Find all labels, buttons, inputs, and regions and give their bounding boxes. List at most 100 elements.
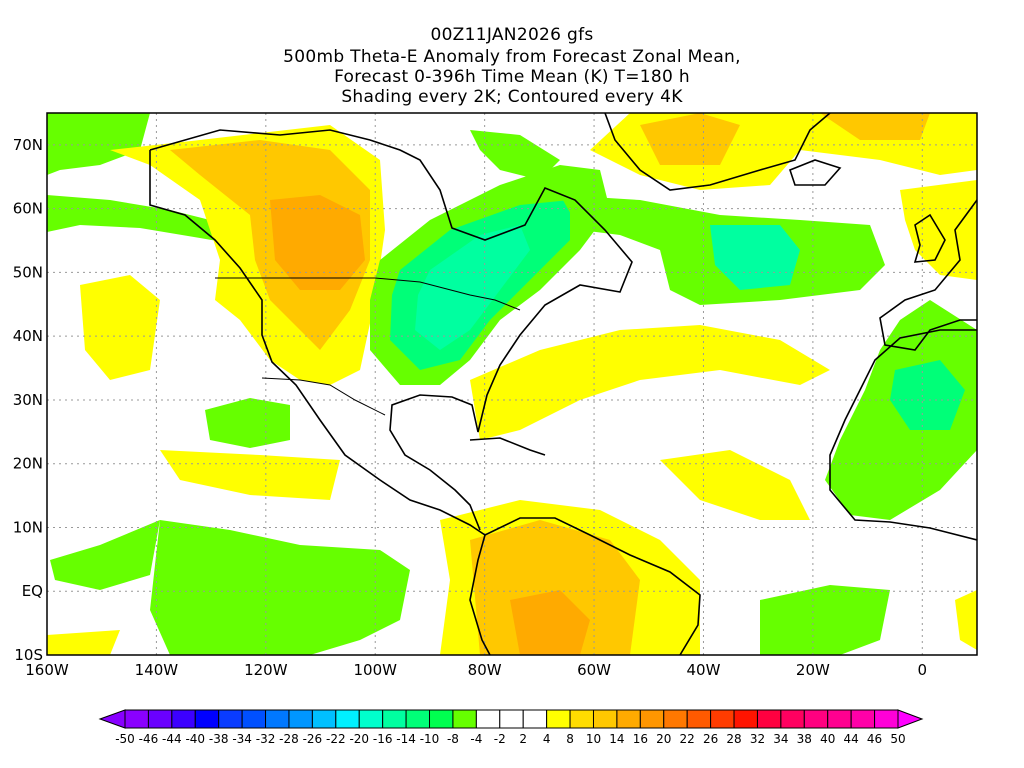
colorbar-box	[663, 709, 688, 729]
colorbar-box	[335, 709, 360, 729]
coastlines	[149, 113, 977, 655]
lon-label: 100W	[354, 661, 398, 679]
colorbar-box	[592, 709, 618, 729]
colorbar-box	[639, 709, 665, 729]
lat-label: EQ	[22, 582, 43, 600]
colorbar-box	[311, 709, 337, 729]
coast-uk	[913, 213, 946, 263]
lon-label: 140W	[135, 661, 179, 679]
coast-africa	[829, 329, 977, 541]
colorbar-label: -8	[447, 732, 459, 746]
colorbar-label: 46	[867, 732, 882, 746]
colorbar-label: -38	[209, 732, 229, 746]
colorbar-box	[850, 709, 876, 729]
colorbar-box	[218, 709, 243, 729]
colorbar-label: -10	[420, 732, 440, 746]
colorbar-box	[288, 709, 313, 729]
colorbar: -50 -46 -44 -40 -38 -34 -32 -28 -26 -22 -20 -16 -14-…	[98, 709, 924, 746]
lat-label: 30N	[13, 391, 43, 409]
colorbar-box	[382, 709, 407, 729]
colorbar-label: 50	[890, 732, 905, 746]
title-line-3: Forecast 0-396h Time Mean (K) T=180 h	[334, 67, 690, 87]
shade-yellow	[47, 630, 120, 655]
colorbar-box	[405, 709, 431, 729]
shade-green	[150, 520, 410, 655]
colorbar-label: -14	[396, 732, 416, 746]
lat-label: 20N	[13, 455, 43, 473]
shade-gold	[470, 520, 640, 655]
colorbar-box	[569, 709, 594, 729]
coast-greenland	[604, 113, 831, 191]
colorbar-label: -16	[373, 732, 393, 746]
colorbar-box	[124, 709, 149, 729]
colorbar-label: 14	[609, 732, 624, 746]
lon-label: 160W	[25, 661, 69, 679]
colorbar-box	[756, 709, 782, 729]
colorbar-box	[171, 709, 196, 729]
colorbar-label: 4	[543, 732, 551, 746]
lon-label: 20W	[796, 661, 830, 679]
colorbar-label: 40	[820, 732, 835, 746]
shade-aqua	[890, 360, 965, 430]
colorbar-label: -32	[256, 732, 276, 746]
shade-yellow	[955, 590, 977, 650]
shading-layer	[47, 113, 977, 655]
shade-orange	[270, 195, 365, 290]
lon-label: 40W	[687, 661, 721, 679]
colorbar-label: 10	[586, 732, 601, 746]
colorbar-label: 8	[566, 732, 574, 746]
colorbar-label: -40	[185, 732, 205, 746]
colorbar-box	[803, 709, 829, 729]
colorbar-box	[147, 709, 173, 729]
shade-green	[760, 585, 890, 655]
lon-label: 60W	[577, 661, 611, 679]
lat-label: 10S	[14, 646, 43, 664]
axis-labels: 160W 140W 120W 100W 80W 60W 40W 20W 0 70N 60N 50N 40…	[13, 136, 927, 679]
coast-north-america	[149, 129, 633, 536]
shade-green	[47, 195, 240, 245]
colorbar-box	[686, 709, 712, 729]
coast-south-america	[469, 517, 701, 655]
shade-yellow	[470, 325, 830, 440]
colorbar-label: -46	[139, 732, 159, 746]
gridlines	[47, 113, 977, 655]
country-borders	[149, 150, 521, 416]
lat-label: 10N	[13, 518, 43, 536]
lat-label: 40N	[13, 327, 43, 345]
colorbar-label: 16	[633, 732, 648, 746]
colorbar-label: -28	[279, 732, 299, 746]
colorbar-label: -22	[326, 732, 346, 746]
colorbar-box	[827, 709, 852, 729]
colorbar-under-arrow	[98, 709, 126, 729]
shade-gold	[820, 113, 930, 140]
shade-yellow	[660, 450, 810, 520]
colorbar-box	[522, 709, 548, 729]
shade-yellow	[160, 450, 340, 500]
us-mexico-border	[261, 377, 386, 416]
title-line-2: 500mb Theta-E Anomaly from Forecast Zona…	[283, 47, 741, 67]
colorbar-label: -2	[494, 732, 506, 746]
colorbar-label: 34	[773, 732, 788, 746]
shade-aqua	[710, 225, 800, 290]
shade-gold	[640, 113, 740, 165]
colorbar-label: -44	[162, 732, 182, 746]
colorbar-label: -4	[470, 732, 482, 746]
colorbar-box	[475, 709, 501, 729]
colorbar-box	[780, 709, 805, 729]
shade-green	[47, 113, 150, 175]
shade-green	[205, 398, 290, 448]
colorbar-label: 20	[656, 732, 671, 746]
shade-green	[470, 130, 560, 180]
shade-gold	[170, 140, 370, 350]
colorbar-label: 32	[750, 732, 765, 746]
colorbar-label: 2	[519, 732, 527, 746]
colorbar-box	[710, 709, 735, 729]
coast-europe	[879, 199, 977, 351]
colorbar-over-arrow	[897, 709, 924, 729]
lon-label: 80W	[468, 661, 502, 679]
shade-yellow	[80, 275, 160, 380]
colorbar-label: 28	[726, 732, 741, 746]
colorbar-box	[733, 709, 758, 729]
colorbar-label: -20	[349, 732, 369, 746]
colorbar-label: 26	[703, 732, 718, 746]
